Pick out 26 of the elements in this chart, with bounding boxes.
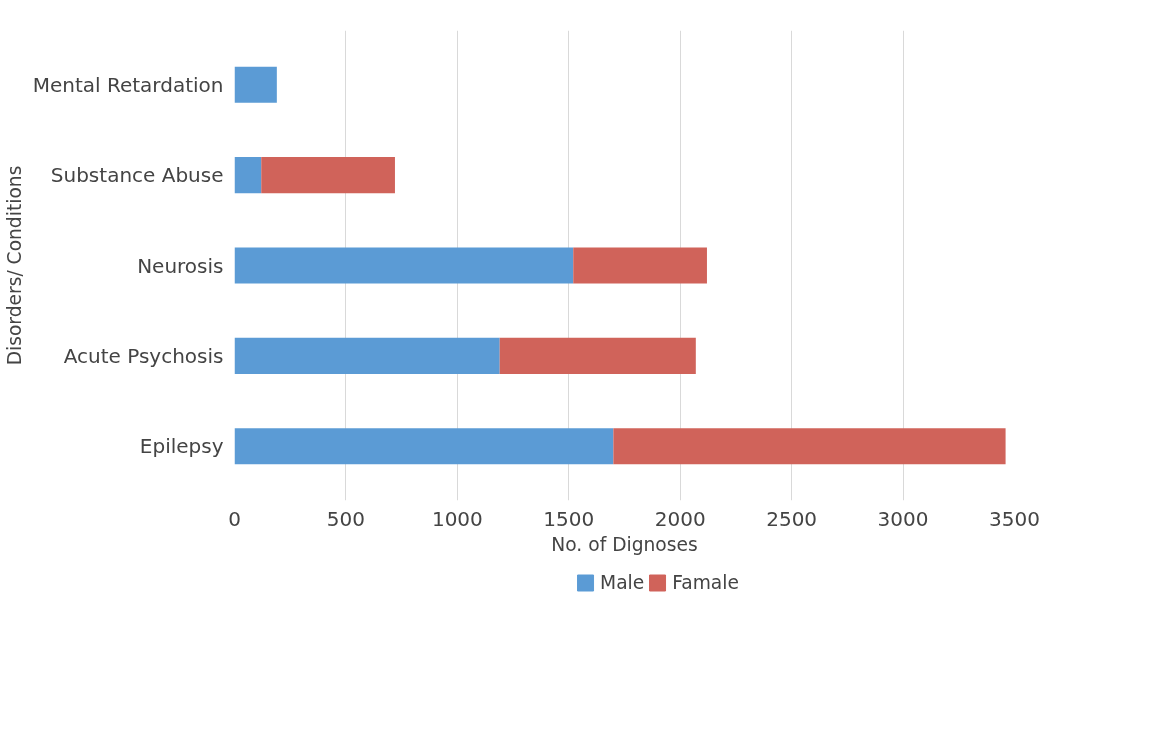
x-tick-label: 1000	[431, 506, 483, 531]
y-tick-label: Substance Abuse	[50, 163, 224, 188]
bar	[234, 157, 262, 194]
y-axis-title: Disorders/ Conditions	[3, 165, 25, 366]
legend-label: Famale	[672, 571, 739, 593]
y-tick-label: Epilepsy	[139, 434, 224, 459]
bar	[573, 247, 707, 284]
bar	[234, 337, 500, 374]
y-tick-label: Neurosis	[137, 253, 224, 278]
x-tick-label: 1500	[543, 506, 595, 531]
legend-label: Male	[600, 571, 645, 593]
x-tick-label: 500	[326, 506, 366, 531]
bar	[234, 247, 574, 284]
x-tick-label: 2000	[654, 506, 706, 531]
x-tick-label: 3000	[877, 506, 929, 531]
bar	[499, 337, 696, 374]
bar	[234, 66, 277, 103]
y-tick-label: Mental Retardation	[32, 72, 224, 97]
x-tick-label: 0	[228, 506, 241, 531]
x-tick-label: 2500	[766, 506, 818, 531]
x-axis-title: No. of Dignoses	[551, 533, 698, 555]
bar	[613, 428, 1006, 465]
y-tick-label: Acute Psychosis	[63, 343, 224, 368]
bar	[261, 157, 395, 194]
x-tick-label: 3500	[989, 506, 1040, 531]
bar	[234, 428, 614, 465]
